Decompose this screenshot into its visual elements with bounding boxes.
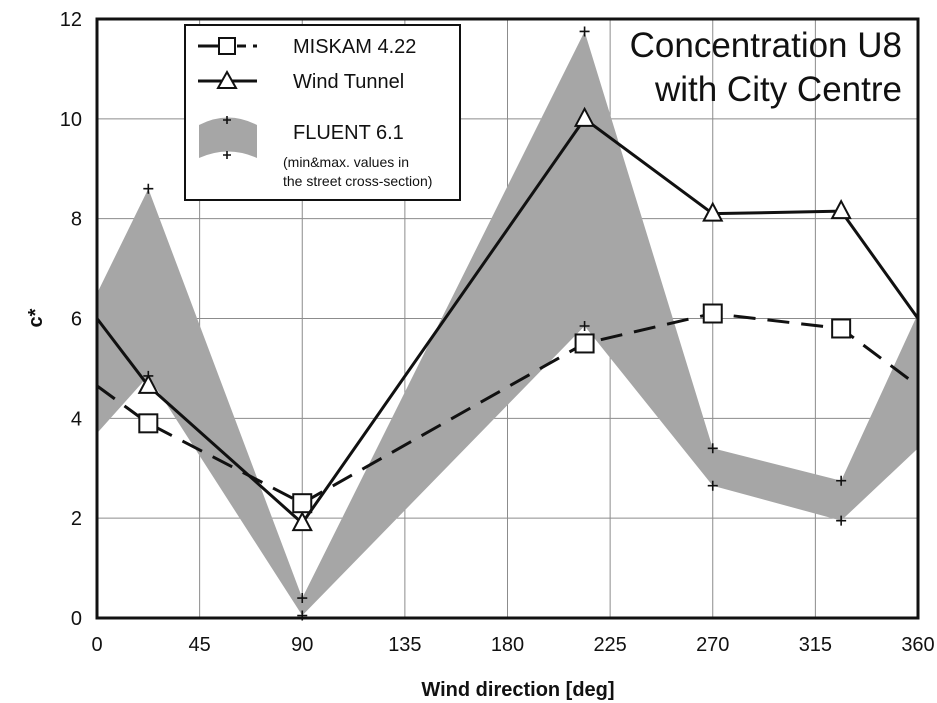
x-tick-label: 180: [491, 634, 524, 656]
chart-title: Concentration U8 with City Centre: [630, 26, 902, 109]
tick-labels: 0 45 90 135 180 225 270 315 360 0 2 4 6 8 10 12: [60, 9, 935, 656]
series-layer: [95, 106, 920, 532]
fluent-min-marker: [707, 480, 718, 491]
y-tick-label: 2: [71, 508, 82, 530]
y-tick-label: 12: [60, 9, 82, 31]
legend-label-fluent: FLUENT 6.1: [293, 122, 404, 144]
miskam-point: [292, 493, 313, 514]
wind-tunnel-point: [830, 199, 852, 220]
chart-title-line-2: with City Centre: [654, 70, 902, 109]
legend-item-wind-tunnel: Wind Tunnel: [198, 69, 404, 93]
fluent-max-marker: [143, 183, 154, 194]
fluent-max-marker: [297, 593, 308, 604]
plot-frame: [95, 17, 920, 620]
y-tick-label: 0: [71, 608, 82, 630]
fluent-min-marker: [579, 320, 590, 331]
fluent-max-marker: [579, 26, 590, 37]
y-tick-label: 4: [71, 408, 82, 430]
x-tick-label: 0: [91, 634, 102, 656]
miskam-point: [138, 413, 159, 434]
y-tick-label: 8: [71, 209, 82, 231]
y-axis-title: c*: [25, 308, 47, 327]
legend: MISKAM 4.22 Wind Tunnel FLUENT 6.1 (min&…: [184, 24, 461, 201]
chart-title-line-1: Concentration U8: [630, 26, 902, 65]
legend-label-wind-tunnel: Wind Tunnel: [293, 71, 404, 93]
y-tick-label: 6: [71, 309, 82, 331]
band-swatch-icon: [199, 117, 257, 158]
legend-item-miskam: MISKAM 4.22: [198, 36, 416, 58]
fluent-max-marker: [836, 475, 847, 486]
legend-label-miskam: MISKAM 4.22: [293, 36, 416, 58]
plot-border: [95, 17, 920, 620]
legend-note-line-2: the street cross-section): [283, 173, 432, 189]
square-marker-icon: [218, 37, 236, 55]
fluent-band: [97, 31, 918, 616]
y-tick-label: 10: [60, 109, 82, 131]
legend-item-fluent: FLUENT 6.1 (min&max. values in the stree…: [199, 116, 432, 189]
x-tick-label: 135: [388, 634, 421, 656]
wind-tunnel-point: [573, 106, 596, 127]
x-tick-label: 225: [593, 634, 626, 656]
x-axis-title: Wind direction [deg]: [421, 679, 614, 701]
x-tick-label: 360: [901, 634, 934, 656]
miskam-point: [831, 318, 852, 339]
miskam-point: [702, 303, 723, 324]
x-tick-label: 270: [696, 634, 729, 656]
triangle-marker-icon: [216, 69, 238, 89]
miskam-point: [574, 333, 595, 354]
wind-tunnel-point: [291, 511, 313, 532]
x-tick-label: 45: [189, 634, 211, 656]
fluent-min-marker: [836, 515, 847, 526]
wind-tunnel-point: [702, 201, 724, 222]
legend-note-line-1: (min&max. values in: [283, 154, 409, 170]
wind-tunnel-point: [137, 373, 159, 394]
x-tick-label: 315: [799, 634, 832, 656]
x-tick-label: 90: [291, 634, 313, 656]
fluent-max-marker: [707, 443, 718, 454]
